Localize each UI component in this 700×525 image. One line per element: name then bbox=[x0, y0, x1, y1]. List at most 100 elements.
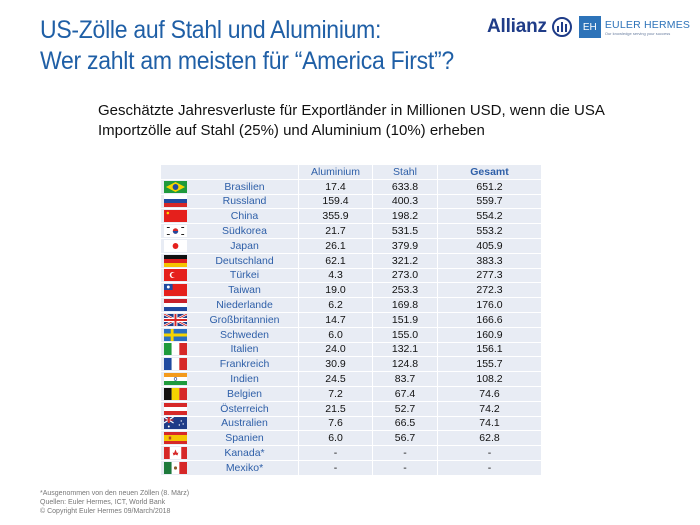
stahl-cell: 155.0 bbox=[373, 327, 438, 342]
canada-flag-icon bbox=[164, 447, 187, 460]
stahl-cell: 273.0 bbox=[373, 268, 438, 283]
gesamt-cell: 277.3 bbox=[476, 269, 503, 282]
gesamt-cell: 383.3 bbox=[476, 254, 503, 267]
country-cell: Türkei bbox=[191, 268, 299, 283]
table-row: Frankreich 30.9 124.8 155.7 bbox=[161, 357, 541, 373]
flag-cell bbox=[161, 431, 191, 445]
flag-cell bbox=[161, 269, 191, 283]
flag-cell bbox=[161, 224, 191, 238]
stahl-cell: 379.9 bbox=[373, 238, 438, 253]
flag-cell bbox=[161, 298, 191, 312]
gesamt-cell: 405.9 bbox=[476, 239, 503, 252]
aluminium-cell: 24.0 bbox=[299, 342, 373, 357]
aluminium-cell: 21.5 bbox=[299, 401, 373, 416]
page-title: US-Zölle auf Stahl und Aluminium: Wer za… bbox=[40, 15, 454, 77]
gesamt-cell: 160.9 bbox=[476, 328, 503, 341]
country-cell: Deutschland bbox=[191, 253, 299, 268]
table-row: Spanien 6.0 56.7 62.8 bbox=[161, 431, 541, 447]
table-row: Kanada* - - - bbox=[161, 446, 541, 461]
china-flag-icon bbox=[164, 210, 187, 223]
gesamt-cell: 74.2 bbox=[479, 402, 500, 415]
country-cell: Belgien bbox=[191, 386, 299, 401]
aluminium-cell: 355.9 bbox=[299, 209, 373, 224]
aluminium-cell: 24.5 bbox=[299, 372, 373, 386]
table-row: Japan 26.1 379.9 405.9 bbox=[161, 238, 541, 254]
country-cell: Kanada* bbox=[191, 446, 299, 460]
aluminium-cell: 4.3 bbox=[299, 268, 373, 283]
gesamt-cell: 651.2 bbox=[476, 180, 503, 193]
aluminium-cell: 19.0 bbox=[299, 283, 373, 298]
aluminium-cell: 7.6 bbox=[299, 416, 373, 431]
india-flag-icon bbox=[164, 373, 187, 386]
flag-cell bbox=[161, 357, 191, 371]
flag-cell bbox=[161, 343, 191, 357]
aluminium-cell: 7.2 bbox=[299, 386, 373, 401]
stahl-cell: 151.9 bbox=[373, 312, 438, 327]
italy-flag-icon bbox=[164, 343, 187, 356]
euler-hermes-name: EULER HERMES bbox=[604, 18, 691, 31]
stahl-cell: 321.2 bbox=[373, 253, 438, 268]
country-cell: Australien bbox=[191, 416, 299, 431]
gesamt-cell: 74.6 bbox=[479, 387, 500, 400]
flag-cell bbox=[161, 402, 191, 416]
header-stahl: Stahl bbox=[373, 165, 438, 179]
copyright: © Copyright Euler Hermes 09/March/2018 bbox=[40, 508, 171, 515]
country-cell: Schweden bbox=[191, 327, 299, 342]
gesamt-cell: 74.1 bbox=[479, 417, 500, 430]
gesamt-cell: 176.0 bbox=[476, 299, 503, 312]
table-row: Schweden 6.0 155.0 160.9 bbox=[161, 327, 541, 343]
aluminium-cell: 30.9 bbox=[299, 357, 373, 372]
table-row: Mexiko* - - - bbox=[161, 460, 541, 476]
table-row: Niederlande 6.2 169.8 176.0 bbox=[161, 298, 541, 313]
gesamt-cell: 272.3 bbox=[476, 284, 503, 297]
title-line-2: Wer zahlt am meisten für “America First”… bbox=[40, 47, 454, 75]
stahl-cell: 124.8 bbox=[373, 357, 438, 372]
flag-cell bbox=[161, 446, 191, 460]
gesamt-cell: 156.1 bbox=[476, 343, 503, 356]
gesamt-cell: - bbox=[487, 447, 492, 460]
table-row: Belgien 7.2 67.4 74.6 bbox=[161, 386, 541, 402]
south-korea-flag-icon bbox=[164, 225, 187, 238]
table-header-row: Aluminium Stahl Gesamt bbox=[161, 165, 541, 180]
taiwan-flag-icon bbox=[164, 284, 187, 297]
table-row: Italien 24.0 132.1 156.1 bbox=[161, 342, 541, 358]
country-cell: Taiwan bbox=[191, 283, 299, 298]
country-cell: Brasilien bbox=[191, 179, 299, 194]
subtitle: Geschätzte Jahresverluste für Exportländ… bbox=[98, 101, 698, 141]
aluminium-cell: 17.4 bbox=[299, 179, 373, 194]
aluminium-cell: 14.7 bbox=[299, 312, 373, 327]
tariff-table: Aluminium Stahl Gesamt Brasilien 17.4 633.… bbox=[161, 165, 541, 476]
flag-cell bbox=[161, 254, 191, 268]
aluminium-cell: 62.1 bbox=[299, 253, 373, 268]
footnote: *Ausgenommen von den neuen Zöllen (8. Mä… bbox=[40, 490, 190, 497]
country-cell: Mexiko* bbox=[191, 460, 299, 475]
aluminium-cell: 6.0 bbox=[299, 327, 373, 342]
table-row: Südkorea 21.7 531.5 553.2 bbox=[161, 224, 541, 239]
table-row: Indien 24.5 83.7 108.2 bbox=[161, 372, 541, 387]
flag-cell bbox=[161, 180, 191, 194]
stahl-cell: 400.3 bbox=[373, 194, 438, 209]
stahl-cell: 132.1 bbox=[373, 342, 438, 357]
flag-cell bbox=[161, 313, 191, 327]
gesamt-cell: 155.7 bbox=[476, 358, 503, 371]
allianz-eagle-icon bbox=[551, 17, 572, 37]
gesamt-cell: 62.8 bbox=[479, 432, 500, 445]
mexico-flag-icon bbox=[164, 461, 187, 474]
country-cell: China bbox=[191, 209, 299, 224]
flag-cell bbox=[161, 417, 191, 431]
euler-hermes-tagline: Our knowledge serving your success bbox=[604, 30, 671, 36]
japan-flag-icon bbox=[164, 239, 187, 252]
logo-group: Allianz EH EULER HERMES Our knowledge se… bbox=[487, 12, 690, 42]
flag-cell bbox=[161, 372, 191, 386]
sweden-flag-icon bbox=[164, 328, 187, 341]
stahl-cell: 67.4 bbox=[373, 386, 438, 401]
brazil-flag-icon bbox=[164, 180, 187, 193]
stahl-cell: 66.5 bbox=[373, 416, 438, 431]
flag-cell bbox=[161, 239, 191, 253]
header-country-cell bbox=[191, 165, 299, 179]
country-cell: Niederlande bbox=[191, 298, 299, 312]
belgium-flag-icon bbox=[164, 387, 187, 400]
country-cell: Südkorea bbox=[191, 224, 299, 238]
uk-flag-icon bbox=[164, 313, 187, 326]
table-row: Großbritannien 14.7 151.9 166.6 bbox=[161, 312, 541, 328]
